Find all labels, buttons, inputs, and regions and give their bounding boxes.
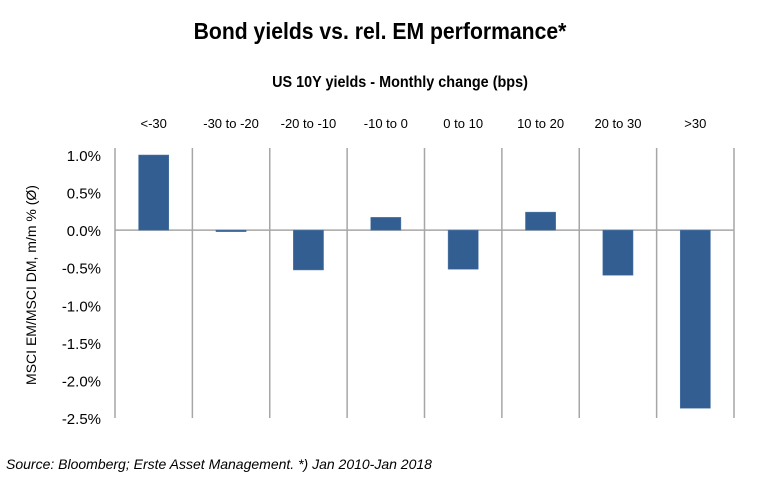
bar	[293, 229, 324, 271]
y-tick-label: 1.0%	[67, 148, 101, 165]
y-tick-label: -1.0%	[62, 298, 101, 315]
bar	[215, 229, 247, 232]
y-tick-label: -0.5%	[62, 261, 101, 278]
x-tick-label: -20 to -10	[281, 116, 337, 131]
bar	[447, 229, 479, 270]
x-tick-label: 0 to 10	[443, 116, 483, 131]
bar	[370, 217, 402, 231]
bar	[679, 229, 711, 409]
chart-subtitle: US 10Y yields - Monthly change (bps)	[272, 74, 528, 91]
x-tick-label: -30 to -20	[203, 116, 259, 131]
bar	[602, 229, 634, 276]
bar	[525, 211, 556, 231]
y-axis-label: MSCI EM/MSCI DM, m/m % (Ø)	[23, 185, 39, 385]
y-tick-label: 0.5%	[67, 186, 101, 203]
x-tick-label: <-30	[140, 116, 166, 131]
bar	[138, 154, 170, 231]
y-tick-label: -1.5%	[62, 336, 101, 353]
x-tick-label: 10 to 20	[517, 116, 564, 131]
y-tick-label: 0.0%	[67, 223, 101, 240]
x-tick-label: >30	[684, 116, 706, 131]
y-tick-label: -2.5%	[62, 411, 101, 428]
source-note: Source: Bloomberg; Erste Asset Managemen…	[6, 456, 432, 472]
y-tick-label: -2.0%	[62, 373, 101, 390]
x-tick-label: 20 to 30	[594, 116, 641, 131]
x-tick-label: -10 to 0	[364, 116, 408, 131]
chart-title: Bond yields vs. rel. EM performance*	[193, 18, 567, 44]
